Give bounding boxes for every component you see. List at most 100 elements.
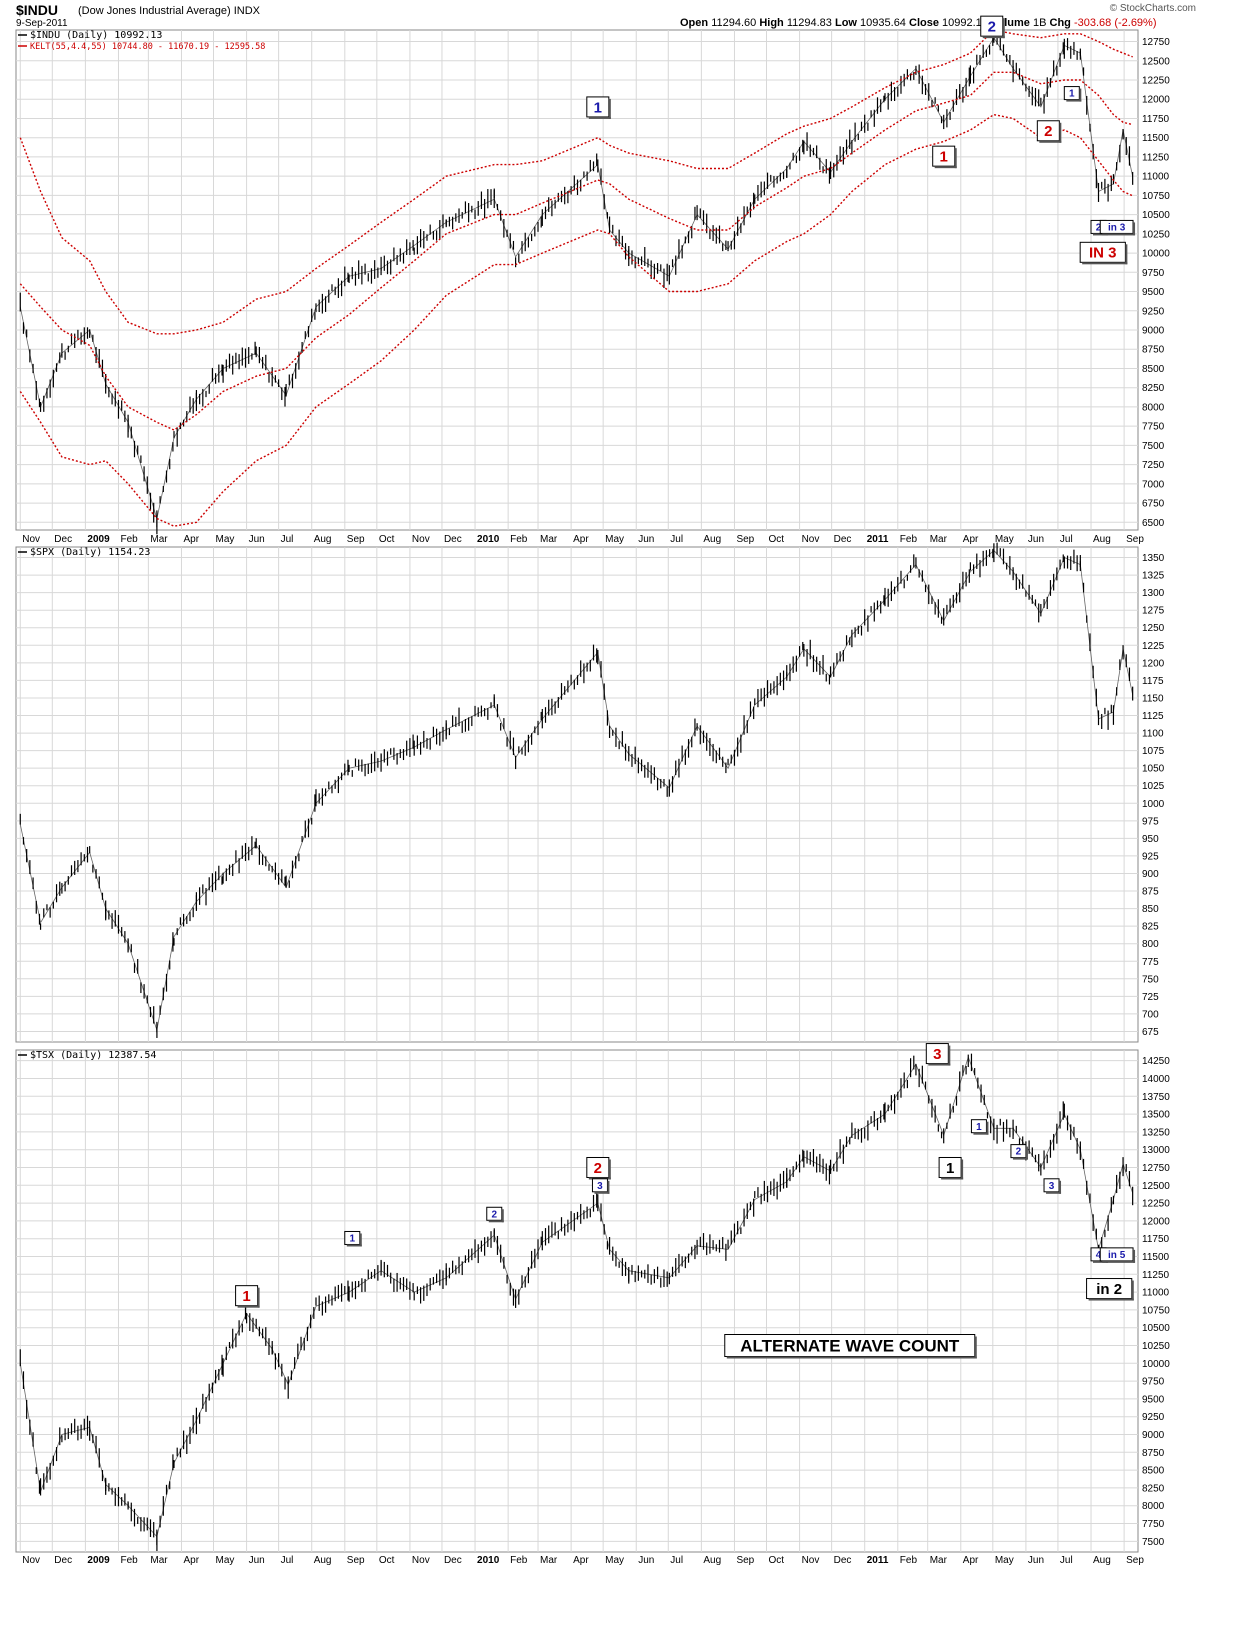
wave-label-shadow	[941, 1177, 964, 1180]
wave-label-shadow	[1012, 1157, 1028, 1160]
y-tick-label: 725	[1142, 992, 1159, 1003]
wave-label-shadow	[974, 1336, 977, 1359]
y-tick-label: 7750	[1142, 1519, 1165, 1530]
wave-label-text: in 5	[1108, 1250, 1126, 1261]
wave-label: 1	[235, 1285, 260, 1308]
chart-panel-3: 7500 7750 8000 8250 8500 8750 9000 9250 9500 9750…	[15, 1043, 1170, 1566]
legend-entry: $INDU (Daily) 10992.13	[30, 30, 162, 41]
y-tick-label: 6500	[1142, 518, 1165, 529]
y-tick-label: 11250	[1142, 1270, 1170, 1281]
chart-date: 9-Sep-2011	[16, 18, 68, 29]
wave-label-shadow	[346, 1244, 362, 1247]
x-tick-label: 2009	[87, 534, 110, 545]
wave-label-shadow	[948, 1045, 951, 1066]
x-tick-label: May	[605, 534, 624, 545]
y-tick-label: 12250	[1142, 76, 1170, 87]
wave-label: 2	[1010, 1144, 1028, 1160]
x-tick-label: May	[605, 1555, 624, 1566]
x-tick-label: Aug	[1093, 1555, 1111, 1566]
y-tick-label: 8000	[1142, 1501, 1165, 1512]
x-tick-label: May	[995, 1555, 1014, 1566]
x-tick-label: Sep	[736, 534, 754, 545]
x-tick-label: 2011	[867, 1555, 889, 1566]
y-tick-label: 1225	[1142, 641, 1165, 652]
x-tick-label: Feb	[120, 534, 138, 545]
wave-label: 1	[344, 1230, 362, 1247]
x-tick-label: Dec	[444, 1555, 462, 1566]
y-tick-label: 9500	[1142, 1394, 1165, 1405]
volume-value: 1B	[1032, 17, 1047, 29]
wave-label-text: 2	[594, 1160, 602, 1177]
x-tick-label: Mar	[930, 534, 948, 545]
x-tick-label: Nov	[412, 1555, 430, 1566]
y-tick-label: 9250	[1142, 306, 1165, 317]
y-tick-label: 13000	[1142, 1145, 1170, 1156]
y-tick-label: 1325	[1142, 571, 1165, 582]
x-tick-label: Jul	[670, 534, 683, 545]
price-series-tsx	[19, 1053, 1134, 1552]
x-tick-label: Sep	[736, 1555, 754, 1566]
x-tick-label: May	[215, 1555, 234, 1566]
y-tick-label: 1275	[1142, 606, 1165, 617]
y-tick-label: 1050	[1142, 764, 1165, 775]
y-tick-label: 700	[1142, 1009, 1159, 1020]
keltner-band-line	[19, 29, 1133, 335]
wave-label: in 3	[1099, 219, 1136, 236]
y-tick-label: 950	[1142, 834, 1159, 845]
ticker-symbol: $INDU	[16, 2, 59, 18]
y-tick-label: 1175	[1142, 676, 1164, 687]
wave-label-text: 1	[242, 1288, 250, 1305]
x-tick-label: 2009	[87, 1555, 110, 1566]
wave-label-text: in 2	[1096, 1281, 1122, 1298]
wave-label-shadow	[237, 1305, 260, 1308]
x-tick-label: Apr	[183, 1555, 199, 1566]
x-tick-label: Feb	[120, 1555, 138, 1566]
wave-label-shadow	[1002, 18, 1005, 39]
price-series-indu	[19, 27, 1134, 535]
x-tick-label: Dec	[444, 534, 462, 545]
x-tick-label: Feb	[510, 534, 528, 545]
wave-label-text: 1	[1069, 89, 1075, 100]
wave-label-text: 1	[940, 149, 948, 166]
close-label: Close	[909, 17, 939, 29]
y-tick-label: 9250	[1142, 1412, 1165, 1423]
y-tick-label: 12500	[1142, 1181, 1170, 1192]
y-tick-label: 14000	[1142, 1074, 1170, 1085]
y-tick-label: 1200	[1142, 658, 1165, 669]
y-tick-label: 12000	[1142, 1216, 1170, 1227]
wave-label-shadow	[1093, 233, 1109, 236]
wave-label-text: 1	[349, 1234, 355, 1245]
y-tick-label: 11500	[1142, 133, 1170, 144]
price-trace	[19, 549, 1134, 1031]
wave-label: 1	[932, 145, 957, 169]
y-tick-label: 10000	[1142, 249, 1170, 260]
wave-label-text: 2	[988, 19, 996, 36]
wave-label-text: 3	[1049, 1181, 1055, 1192]
y-tick-label: 775	[1142, 957, 1159, 968]
x-tick-label: Jun	[1028, 534, 1044, 545]
y-tick-label: 8500	[1142, 1466, 1165, 1477]
x-tick-label: Nov	[22, 534, 40, 545]
open-label: Open	[680, 17, 709, 29]
y-tick-label: 750	[1142, 974, 1159, 985]
wave-label-shadow	[986, 1121, 989, 1135]
x-tick-label: Jul	[670, 1555, 683, 1566]
wave-label-shadow	[1088, 1298, 1134, 1301]
low-value: 10935.64	[860, 17, 906, 29]
wave-label-shadow	[726, 1356, 977, 1359]
x-tick-label: Apr	[963, 534, 979, 545]
legend-entry: $TSX (Daily) 12387.54	[30, 1050, 156, 1061]
x-tick-label: Nov	[802, 534, 820, 545]
y-tick-label: 9500	[1142, 287, 1165, 298]
y-tick-label: 1300	[1142, 588, 1165, 599]
y-tick-label: 11750	[1142, 1234, 1170, 1245]
y-tick-label: 11750	[1142, 114, 1170, 125]
x-tick-label: Oct	[379, 534, 395, 545]
x-tick-label: Jun	[249, 534, 265, 545]
x-tick-label: Aug	[1093, 534, 1111, 545]
wave-label-text: IN 3	[1089, 245, 1117, 262]
high-value: 11294.83	[786, 17, 832, 29]
y-tick-label: 10750	[1142, 191, 1170, 202]
wave-label-text: 1	[594, 99, 602, 116]
price-trace	[19, 36, 1134, 519]
